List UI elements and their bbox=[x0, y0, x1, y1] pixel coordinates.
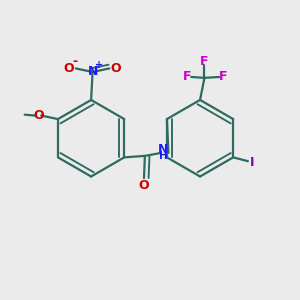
Text: -: - bbox=[72, 55, 77, 68]
Text: F: F bbox=[219, 70, 228, 83]
Text: H: H bbox=[159, 152, 168, 161]
Text: F: F bbox=[183, 70, 191, 83]
Text: I: I bbox=[250, 156, 255, 169]
Text: F: F bbox=[200, 55, 209, 68]
Text: O: O bbox=[34, 109, 44, 122]
Text: O: O bbox=[111, 62, 122, 75]
Text: +: + bbox=[95, 61, 103, 70]
Text: O: O bbox=[64, 62, 74, 75]
Text: O: O bbox=[139, 179, 149, 192]
Text: N: N bbox=[158, 143, 169, 157]
Text: N: N bbox=[87, 65, 98, 79]
